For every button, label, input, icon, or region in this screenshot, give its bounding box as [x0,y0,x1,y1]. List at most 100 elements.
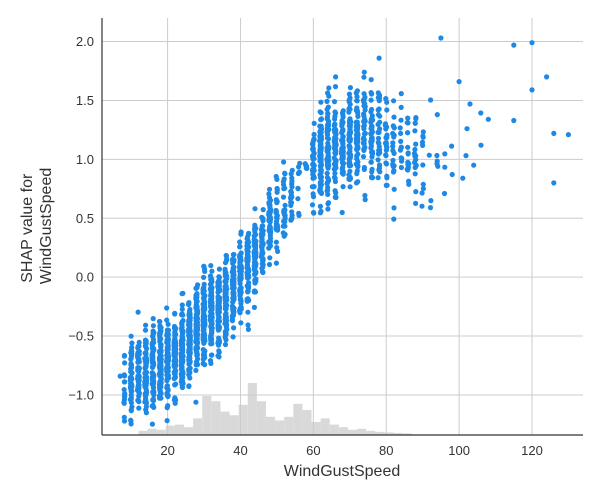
data-point [193,399,199,405]
data-point [309,202,316,208]
data-point [390,161,396,167]
data-point [172,375,178,381]
data-point [398,117,404,123]
data-point [419,139,426,145]
data-point [150,364,156,370]
data-point [317,180,323,186]
data-point [355,110,361,116]
data-point [282,171,288,177]
points-layer [117,35,572,427]
data-point [427,205,434,211]
data-point [143,338,149,344]
data-point [325,206,331,212]
data-point [179,384,185,391]
data-point [369,169,375,175]
data-point [209,315,215,321]
data-point [266,245,272,251]
data-point [172,339,178,345]
data-point [355,139,361,145]
data-point [157,329,163,335]
data-point [194,333,200,339]
data-point [391,114,397,120]
data-point [333,194,339,201]
data-point [361,119,367,125]
data-point [222,292,228,298]
data-point [172,351,178,357]
data-point [244,264,250,271]
data-point [216,338,222,344]
data-point [369,123,375,129]
data-point [405,162,411,168]
histogram-bar [193,418,203,435]
data-point [223,270,229,276]
data-point [200,285,206,291]
histogram-bar [256,401,266,435]
y-tick-label: 0.0 [76,270,94,285]
data-point [405,144,411,150]
data-point [201,263,207,269]
data-point [390,157,396,163]
data-point [129,349,135,355]
data-point [361,137,367,143]
data-point [325,148,331,154]
data-point [398,164,404,171]
data-point [340,160,346,166]
data-point [164,392,170,398]
data-point [202,305,208,311]
data-point [208,263,214,269]
data-point [143,322,149,328]
data-point [289,212,295,218]
data-point [325,90,331,96]
data-point [354,88,360,94]
data-point [391,186,397,192]
data-point [244,240,250,246]
data-point [347,130,354,136]
data-point [193,367,199,373]
data-point [544,74,550,80]
data-point [194,352,200,359]
data-point [324,98,330,104]
data-point [259,244,265,250]
data-point [325,140,331,146]
data-point [202,348,208,354]
data-point [383,160,389,166]
data-point [355,151,361,157]
data-point [274,187,280,193]
data-point [193,302,199,308]
data-point [289,167,295,173]
data-point [179,312,185,318]
data-point [420,162,426,168]
data-point [209,277,215,283]
data-point [158,390,164,397]
data-point [369,116,375,122]
data-point [369,174,375,180]
data-point [369,154,375,160]
data-point [326,85,332,91]
data-point [178,346,185,352]
data-point [551,180,557,186]
data-point [193,327,199,333]
y-axis-label-line-2: WindGustSpeed [38,168,55,285]
data-point [449,143,455,149]
data-point [413,189,419,195]
data-point [171,325,178,331]
data-point [390,123,396,129]
histogram-bar [183,427,194,435]
histogram-bar [238,404,248,435]
data-point [252,226,258,232]
data-point [135,354,141,361]
axis-layer [101,18,583,436]
data-point [434,112,440,118]
data-point [165,367,171,373]
data-point [318,162,324,169]
data-point [434,161,440,167]
data-point [318,126,324,132]
data-point [310,209,317,216]
x-axis-label: WindGustSpeed [284,463,401,480]
data-point [368,97,374,103]
data-point [208,352,214,358]
data-point [376,95,383,101]
data-point [332,128,338,134]
data-point [201,274,207,280]
